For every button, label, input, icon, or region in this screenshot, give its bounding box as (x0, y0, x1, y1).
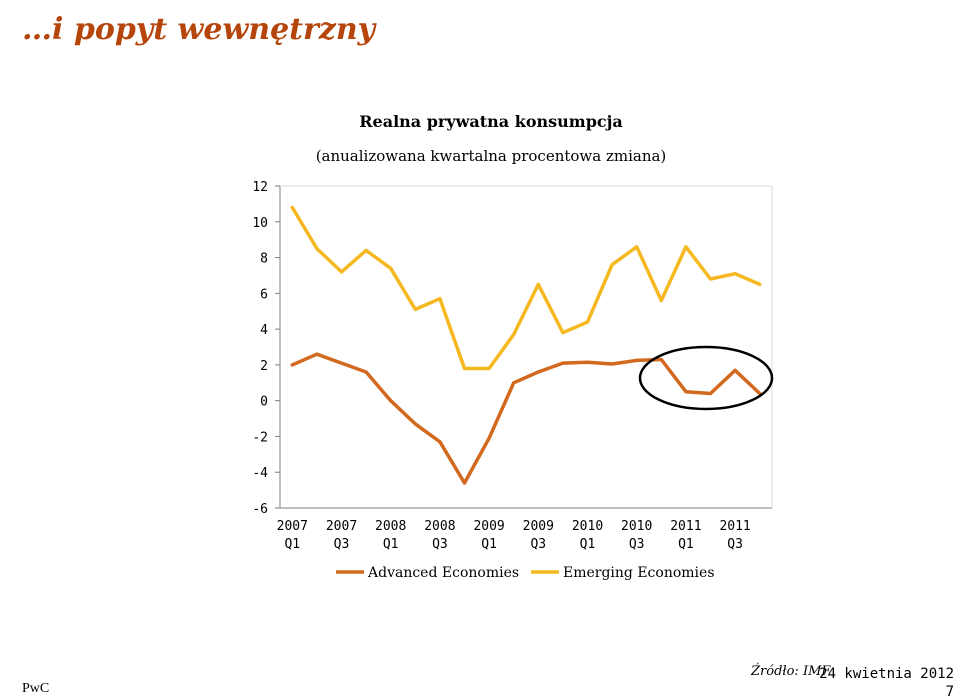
data-point (561, 331, 565, 335)
x-tick-label-year: 2011 (670, 519, 701, 534)
x-tick-label-quarter: Q1 (678, 537, 694, 552)
footer-brand: PwC (22, 681, 50, 696)
y-tick-label: 10 (252, 216, 268, 231)
y-tick-label: -6 (252, 502, 268, 517)
data-point (561, 361, 565, 365)
page-number: 7 (945, 684, 954, 700)
data-point (413, 307, 417, 311)
x-tick-label-quarter: Q3 (334, 537, 350, 552)
data-point (659, 298, 663, 302)
data-point (438, 297, 442, 301)
y-tick-label: 2 (260, 359, 268, 374)
data-point (340, 361, 343, 365)
x-tick-label-year: 2011 (719, 519, 750, 534)
legend-label: Emerging Economies (563, 565, 715, 581)
data-point (586, 360, 589, 364)
data-point (512, 332, 516, 336)
data-point (709, 392, 712, 396)
chart-legend: Advanced Economies Emerging Economies (336, 565, 715, 581)
y-tick-label: 6 (260, 287, 268, 302)
x-tick-label-year: 2010 (621, 519, 652, 534)
x-tick-label-year: 2007 (277, 519, 308, 534)
x-tick-label-quarter: Q1 (580, 537, 596, 552)
data-point (610, 263, 614, 267)
series-line-advanced (290, 352, 762, 485)
data-point (364, 370, 368, 374)
data-point (610, 362, 614, 366)
data-point (536, 282, 540, 286)
data-point (315, 352, 319, 356)
x-tick-label-quarter: Q1 (284, 537, 300, 552)
x-tick-label-quarter: Q1 (481, 537, 497, 552)
x-tick-label-quarter: Q3 (530, 537, 546, 552)
x-tick-label-quarter: Q1 (383, 537, 399, 552)
data-point (463, 481, 466, 485)
data-point (512, 381, 516, 385)
data-point (733, 368, 737, 372)
x-tick-label-year: 2009 (523, 519, 554, 534)
data-point (290, 363, 294, 367)
data-point (659, 358, 663, 362)
y-tick-label: 12 (252, 180, 268, 195)
data-point (487, 366, 491, 370)
highlight-ellipse-shape (638, 345, 774, 411)
chart-series (290, 205, 762, 485)
x-tick-label-quarter: Q3 (432, 537, 448, 552)
data-point (290, 205, 294, 209)
data-point (709, 277, 712, 281)
data-point (733, 272, 737, 276)
chart-title: Realna prywatna konsumpcja (359, 112, 623, 131)
data-point (684, 390, 688, 394)
footer-source: Źródło: IMF (751, 664, 831, 679)
data-point (684, 245, 688, 249)
data-point (389, 266, 393, 270)
legend-label: Advanced Economies (367, 565, 519, 581)
y-tick-label: 8 (260, 252, 268, 267)
data-point (758, 282, 762, 286)
data-point (487, 436, 491, 440)
data-point (635, 245, 639, 249)
chart-subtitle: (anualizowana kwartalna procentowa zmian… (316, 147, 667, 165)
y-tick-label: 0 (260, 395, 268, 410)
x-tick-label-year: 2007 (326, 519, 357, 534)
data-point (364, 248, 368, 252)
data-point (413, 422, 417, 426)
highlight-ellipse (638, 345, 774, 411)
chart: Realna prywatna konsumpcja (anualizowana… (252, 112, 774, 581)
data-point (463, 366, 466, 370)
x-tick-label-quarter: Q3 (629, 537, 645, 552)
x-tick-label-year: 2008 (375, 519, 406, 534)
data-point (438, 440, 442, 444)
series-line-emerging (290, 205, 762, 371)
x-tick-label-year: 2010 (572, 519, 603, 534)
y-tick-label: -2 (252, 430, 268, 445)
x-tick-label-quarter: Q3 (727, 537, 743, 552)
data-point (389, 399, 393, 403)
y-tick-label: 4 (260, 323, 268, 338)
data-point (536, 370, 540, 374)
data-point (340, 270, 343, 274)
chart-axes: 12 10 8 6 4 2 0 -2 -4 -6 2007 Q1 2007 Q3 2008 Q1 2008 Q3 2… (252, 180, 773, 552)
data-point (635, 358, 639, 362)
x-tick-label-year: 2009 (473, 519, 504, 534)
x-tick-label-year: 2008 (424, 519, 455, 534)
data-point (586, 320, 589, 324)
slide-title: …i popyt wewnętrzny (22, 12, 376, 47)
y-tick-label: -4 (252, 466, 268, 481)
footer-date: 24 kwietnia 2012 (819, 666, 954, 682)
data-point (315, 247, 319, 251)
